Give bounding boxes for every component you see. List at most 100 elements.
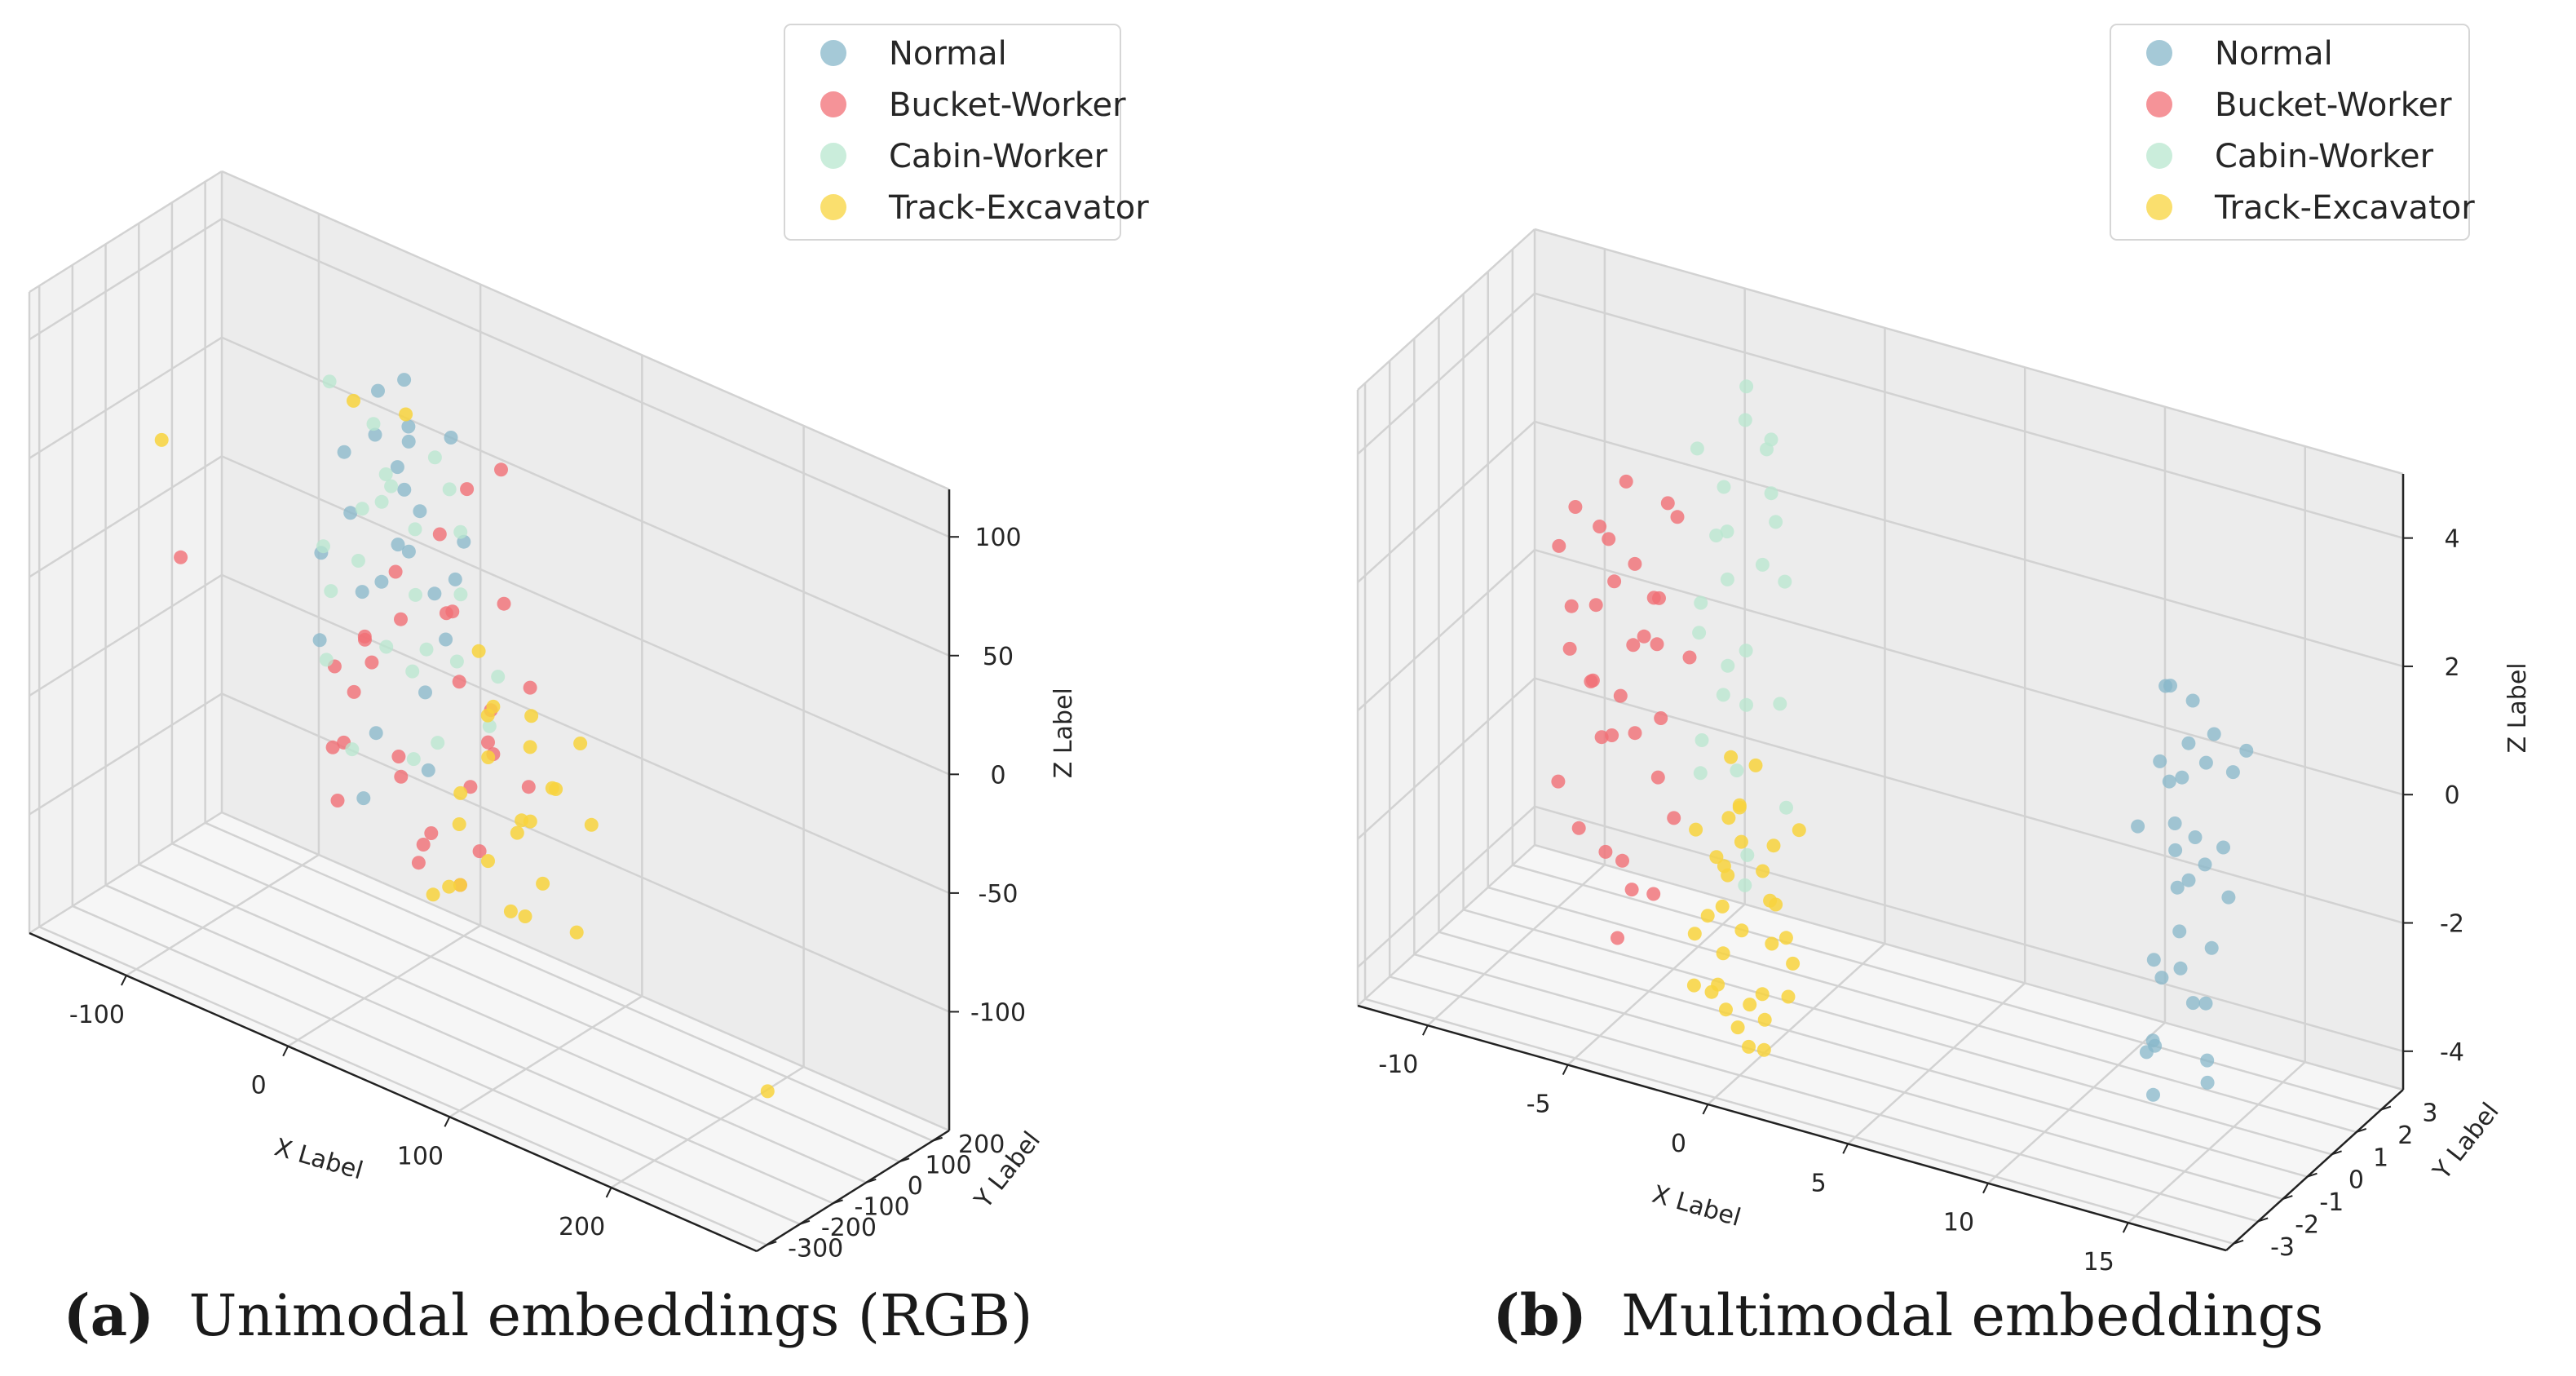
data-point xyxy=(1763,893,1778,908)
data-point xyxy=(1732,800,1747,815)
data-point xyxy=(1693,766,1708,781)
z-tick-label: 0 xyxy=(2444,781,2459,810)
data-point xyxy=(2167,816,2182,830)
z-grid-back xyxy=(1534,549,2404,796)
data-point xyxy=(431,736,445,750)
data-point xyxy=(1624,883,1639,897)
series-cabin-worker xyxy=(1690,379,1793,892)
data-point xyxy=(523,814,537,829)
data-point xyxy=(343,506,358,520)
data-point xyxy=(378,467,393,481)
x-grid-floor xyxy=(1707,943,1886,1105)
legend-frame xyxy=(784,24,1121,241)
data-point xyxy=(1654,711,1668,725)
data-point xyxy=(1611,931,1624,945)
y-tick-mark xyxy=(799,1219,811,1225)
caption-a-letter: (a) xyxy=(64,1281,155,1349)
caption-a-text: Unimodal embeddings (RGB) xyxy=(188,1282,1032,1349)
data-point xyxy=(1646,591,1661,605)
y-tick-mark xyxy=(899,1157,910,1163)
x-tick-label: 0 xyxy=(251,1072,267,1100)
x-grid-floor xyxy=(2127,1061,2306,1224)
y-tick-mark xyxy=(2331,1150,2342,1156)
data-point xyxy=(2200,1053,2215,1068)
data-point xyxy=(421,763,435,777)
x-grid-floor xyxy=(126,853,320,977)
data-point xyxy=(1764,486,1778,501)
data-point xyxy=(1709,529,1724,542)
x-axis-label: X Label xyxy=(1649,1180,1743,1232)
data-point xyxy=(357,629,372,644)
z-grid-side xyxy=(1357,549,1535,712)
data-point xyxy=(1720,524,1734,539)
data-point xyxy=(394,612,408,626)
data-point xyxy=(1613,688,1628,703)
data-point xyxy=(324,584,338,599)
data-point xyxy=(1778,931,1793,945)
data-point xyxy=(2207,727,2221,741)
data-point xyxy=(1602,532,1616,546)
data-point xyxy=(394,769,409,784)
data-point xyxy=(1730,1020,1745,1035)
side-pane xyxy=(29,171,222,933)
data-point xyxy=(481,735,495,750)
z-axis-label: Z Label xyxy=(1049,688,1078,778)
x-tick-label: 5 xyxy=(1811,1169,1827,1197)
y-tick-mark xyxy=(2380,1105,2392,1111)
z-grid-side xyxy=(29,692,223,816)
y-tick-label: 2 xyxy=(2397,1122,2413,1150)
data-point xyxy=(2198,857,2212,872)
data-point xyxy=(432,527,447,542)
data-point xyxy=(453,785,468,800)
x-tick-label: 10 xyxy=(1943,1209,1974,1237)
pane-edge xyxy=(221,811,950,1132)
legend-marker xyxy=(820,194,846,220)
z-grid-side xyxy=(29,455,223,578)
data-point xyxy=(397,482,412,497)
data-point xyxy=(355,502,369,516)
y-axis-line xyxy=(2225,1089,2404,1251)
data-point xyxy=(449,654,464,669)
data-point xyxy=(503,904,518,918)
pane-edge xyxy=(1534,843,2404,1091)
data-point xyxy=(521,780,536,794)
data-point xyxy=(524,709,539,723)
data-point xyxy=(1738,413,1752,427)
series-normal xyxy=(2131,679,2254,1102)
y-grid-floor xyxy=(1438,931,2308,1178)
data-point xyxy=(397,373,412,387)
data-point xyxy=(1766,838,1781,853)
pane-edge xyxy=(221,170,950,491)
y-tick-mark xyxy=(932,1136,943,1142)
data-point xyxy=(1755,987,1770,1002)
data-point xyxy=(1568,500,1583,514)
data-point xyxy=(518,909,532,923)
z-grid-side xyxy=(1357,805,1535,968)
series-track-excavator xyxy=(154,393,775,1099)
data-point xyxy=(2172,924,2187,939)
z-tick-label: -50 xyxy=(979,880,1018,909)
data-point xyxy=(482,719,497,733)
data-point xyxy=(497,596,511,611)
data-point xyxy=(1607,574,1622,589)
data-point xyxy=(2188,830,2203,844)
data-point xyxy=(1764,432,1778,447)
x-tick-mark xyxy=(282,1046,289,1057)
data-point xyxy=(401,544,416,559)
panel-a-unimodal-chart: -1000100200-300-200-1000100200-100-50050… xyxy=(28,24,1149,1263)
data-point xyxy=(481,854,495,869)
data-point xyxy=(413,504,427,519)
data-point xyxy=(355,585,369,600)
x-grid-floor xyxy=(287,924,481,1047)
y-axis-line xyxy=(756,1129,950,1253)
data-point xyxy=(1724,750,1739,764)
x-tick-label: 100 xyxy=(397,1142,444,1170)
data-point xyxy=(416,838,431,852)
data-point xyxy=(2168,843,2183,857)
data-point xyxy=(1716,688,1730,702)
data-point xyxy=(1682,650,1697,665)
data-point xyxy=(374,494,389,509)
data-point xyxy=(2181,736,2196,750)
x-tick-mark xyxy=(1982,1183,1989,1194)
